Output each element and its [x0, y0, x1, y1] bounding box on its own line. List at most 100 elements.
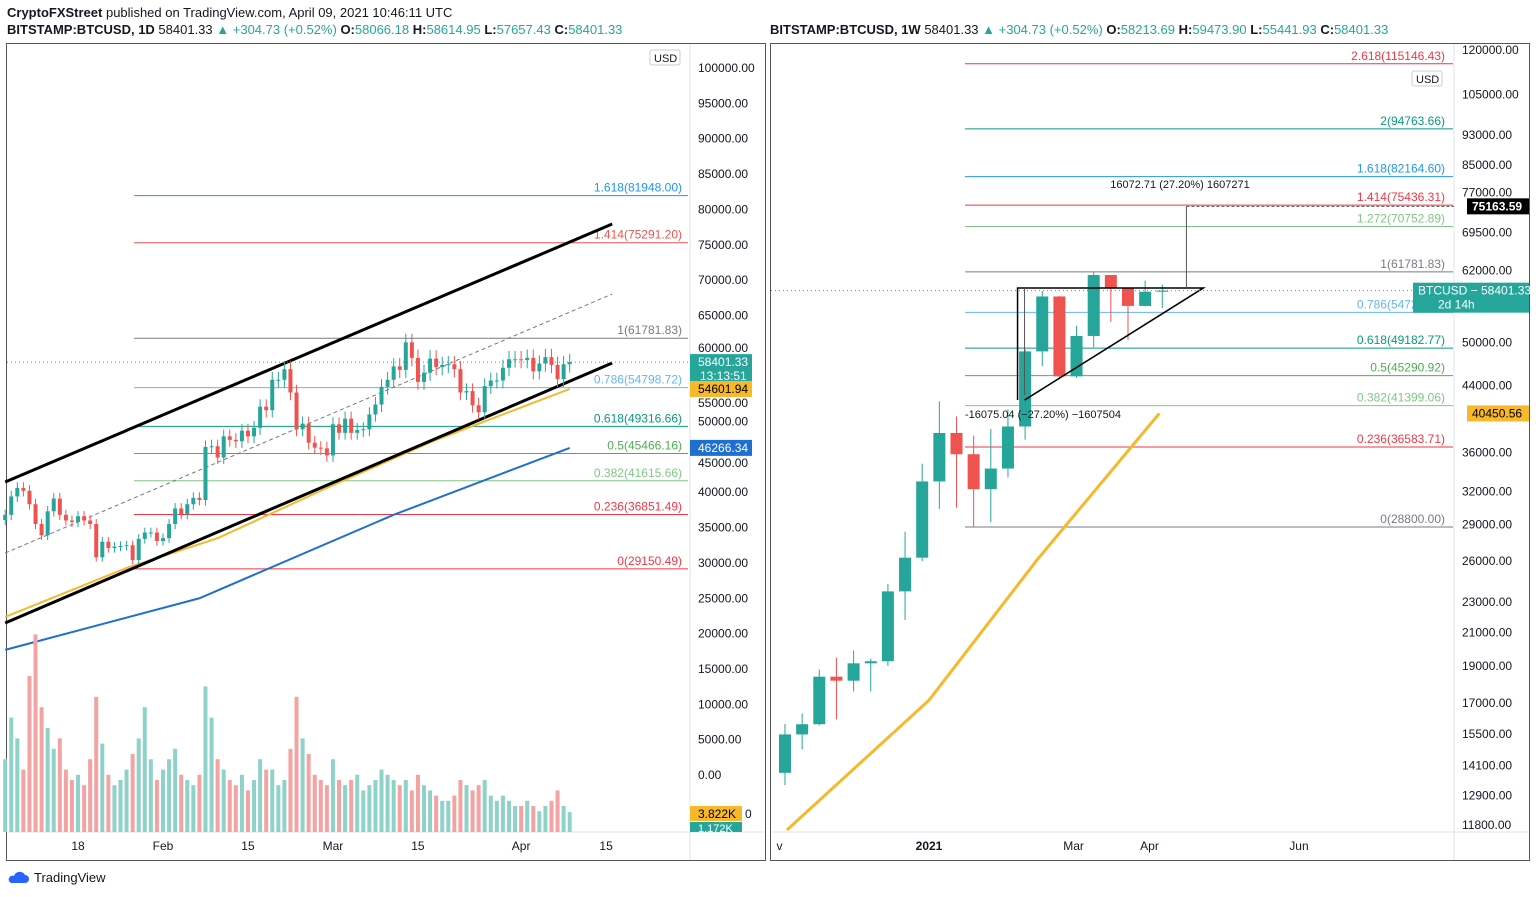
- candle-body: [27, 490, 32, 505]
- volume-bar: [21, 769, 26, 832]
- candle-body: [106, 541, 111, 549]
- volume-bar: [130, 754, 135, 832]
- volume-bar: [488, 795, 493, 832]
- volume-bar: [312, 774, 317, 832]
- left-x-tick: Mar: [323, 839, 344, 853]
- measure-up-label: 16072.71 (27.20%) 1607271: [1110, 179, 1249, 191]
- candle-body: [203, 446, 208, 500]
- publisher[interactable]: CryptoFXStreet: [7, 5, 103, 20]
- right-y-tick: 120000.00: [1462, 43, 1519, 57]
- channel-upper-line: [4, 222, 613, 484]
- candle-body: [33, 504, 38, 525]
- volume-bar: [337, 780, 342, 832]
- right-y-tick: 105000.00: [1462, 88, 1519, 102]
- candle-body: [361, 429, 366, 431]
- price-tag: [1413, 282, 1529, 313]
- candle-body: [830, 676, 843, 681]
- candle-body: [191, 497, 196, 505]
- volume-bar: [525, 800, 530, 832]
- volume-bar: [33, 634, 38, 832]
- left-y-tick: 40000.00: [698, 485, 748, 499]
- volume-bar: [391, 780, 396, 832]
- volume-bar: [203, 686, 208, 832]
- volume-bar: [349, 780, 354, 832]
- right-x-tick: 2021: [916, 839, 943, 853]
- volume-bar: [561, 806, 566, 832]
- right-y-tick: 11800.00: [1462, 818, 1511, 832]
- price-tag: [690, 354, 752, 385]
- volume-bar: [446, 800, 451, 832]
- left-x-tick: Apr: [512, 839, 531, 853]
- right-y-tick: 77000.00: [1462, 185, 1512, 199]
- price-tag-label: 75163.59: [1472, 199, 1522, 213]
- volume-bar: [258, 759, 263, 832]
- left-y-tick: 30000.00: [698, 556, 748, 570]
- left-x-tick: 18: [71, 839, 85, 853]
- volume-bar: [537, 811, 542, 832]
- volume-bar: [428, 790, 433, 832]
- candle-body: [1104, 275, 1117, 288]
- publish-text: published on TradingView.com, April 09, …: [102, 5, 453, 20]
- left-y-tick: 90000.00: [698, 132, 748, 146]
- volume-bar: [288, 748, 293, 832]
- volume-bar: [422, 785, 427, 832]
- volume-bar: [434, 795, 439, 832]
- candle-body: [950, 432, 963, 455]
- tradingview-logo[interactable]: TradingView: [8, 870, 106, 885]
- volume-bar: [476, 785, 481, 832]
- candle-body: [118, 545, 123, 547]
- right-y-tick: 62000.00: [1462, 264, 1512, 278]
- fib-level-label: 0.618(49316.66): [594, 411, 682, 425]
- candle-body: [373, 404, 378, 415]
- right-y-tick: 29000.00: [1462, 518, 1512, 532]
- candle-body: [197, 497, 202, 500]
- volume-bar: [300, 738, 305, 832]
- price-tag: [1467, 405, 1529, 422]
- currency-badge: [649, 49, 681, 66]
- volume-bar: [519, 806, 524, 832]
- cloud-icon: [8, 871, 29, 883]
- candle-body: [440, 364, 445, 368]
- left-y-tick: 5000.00: [698, 733, 742, 747]
- candle-body: [385, 379, 390, 387]
- fib-level-label: 1(61781.83): [617, 323, 682, 337]
- candle-body: [318, 447, 323, 449]
- low: 55441.93: [1262, 22, 1317, 37]
- candle-body: [39, 524, 44, 536]
- volume-bar: [82, 785, 87, 832]
- fib-level-label: 1.414(75291.20): [594, 228, 682, 242]
- volume-bar: [452, 795, 457, 832]
- volume-bar: [555, 790, 560, 832]
- volume-bar: [94, 696, 99, 832]
- candle-body: [1036, 296, 1049, 352]
- volume-bar: [154, 780, 159, 832]
- symbol: BITSTAMP:BTCUSD, 1W: [770, 22, 921, 37]
- right-y-tick: 14100.00: [1462, 759, 1512, 773]
- volume-bar: [397, 785, 402, 832]
- candle-body: [1156, 290, 1169, 292]
- left-y-tick: 65000.00: [698, 308, 748, 322]
- volume-bar: [245, 790, 250, 832]
- fib-level-label: 0(28800.00): [1380, 512, 1445, 526]
- price-tag-label: BTCUSD − 58401.33: [1418, 284, 1531, 298]
- volume-bar: [39, 707, 44, 832]
- fib-level-label: 2(94763.66): [1380, 114, 1445, 128]
- volume-bar: [76, 774, 81, 832]
- change: ▲ +304.73 (+0.52%): [982, 22, 1107, 37]
- fib-level-label: 0.382(41615.66): [594, 466, 682, 480]
- candle-body: [215, 446, 220, 458]
- candle-body: [537, 363, 542, 372]
- volume-bar: [543, 806, 548, 832]
- candle-body: [916, 481, 929, 558]
- volume-bar: [506, 800, 511, 832]
- volume-bar: [276, 785, 281, 832]
- candle-body: [1053, 296, 1066, 377]
- candle-body: [45, 511, 50, 536]
- candle-body: [513, 359, 518, 361]
- right-y-tick: 69500.00: [1462, 226, 1512, 240]
- volume-bar: [264, 769, 269, 832]
- symbol: BITSTAMP:BTCUSD, 1D: [7, 22, 155, 37]
- candle-body: [434, 358, 439, 368]
- left-x-tick: 15: [241, 839, 255, 853]
